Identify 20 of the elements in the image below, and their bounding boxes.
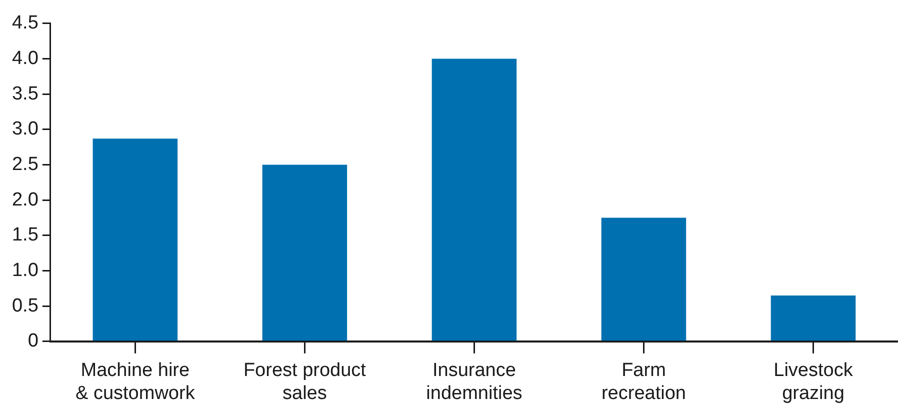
x-tick-label: Machine hire & customwork <box>76 360 196 404</box>
y-tick-label: 4.0 <box>12 48 38 69</box>
x-tick-label: Livestock grazing <box>774 360 854 404</box>
y-tick-label: 3.0 <box>12 118 38 140</box>
y-tick-label: 1.5 <box>12 224 38 246</box>
bar <box>770 295 856 341</box>
bar <box>601 218 686 341</box>
x-tick-label: Farm recreation <box>601 360 686 404</box>
y-tick-label: 0 <box>28 330 38 352</box>
y-tick-label: 1.0 <box>12 260 38 281</box>
y-tick-label: 0.5 <box>12 295 38 316</box>
y-tick-label: 4.5 <box>12 12 38 34</box>
y-tick-label: 3.5 <box>12 83 38 104</box>
x-tick-label: Insurance indemnities <box>426 360 522 404</box>
bar <box>92 138 178 341</box>
x-tick-label: Forest product sales <box>243 360 367 404</box>
y-tick-label: 2.0 <box>12 189 38 210</box>
bar <box>262 164 348 341</box>
y-tick-label: 2.5 <box>12 154 38 175</box>
bar <box>432 58 517 341</box>
